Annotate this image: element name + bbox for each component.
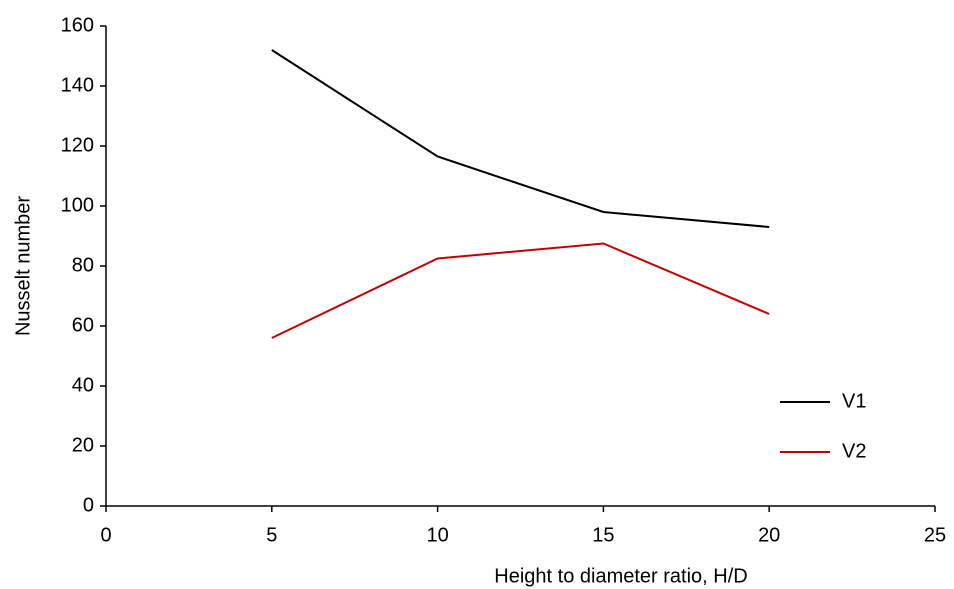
x-tick-label: 5 [266,524,277,546]
y-tick-label: 120 [61,134,94,156]
y-tick-label: 40 [72,374,94,396]
y-tick-label: 100 [61,194,94,216]
x-tick-label: 20 [758,524,780,546]
legend-label: V2 [842,440,866,462]
x-tick-label: 0 [100,524,111,546]
x-tick-label: 15 [592,524,614,546]
legend-label: V1 [842,390,866,412]
line-series [271,49,770,228]
y-tick-label: 80 [72,254,94,276]
y-axis-label: Nusselt number [12,196,34,336]
y-tick-label: 160 [61,14,94,36]
x-tick-label: 25 [924,524,946,546]
y-tick-label: 0 [83,494,94,516]
line-series [271,242,770,339]
y-tick-label: 60 [72,314,94,336]
x-tick-label: 10 [426,524,448,546]
y-tick-label: 20 [72,434,94,456]
x-axis-label: Height to diameter ratio, H/D [494,565,747,587]
y-tick-label: 140 [61,74,94,96]
